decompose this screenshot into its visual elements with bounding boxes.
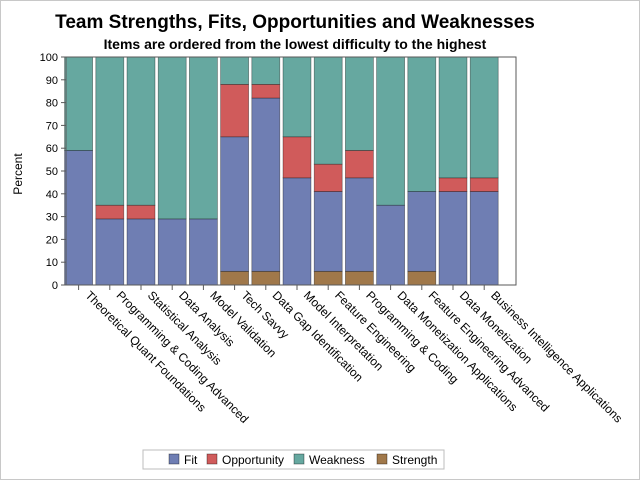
legend-box	[142, 449, 445, 470]
legend-swatch-fit	[168, 453, 180, 465]
bar-segment-strength-10	[345, 270, 374, 286]
bar-segment-fit-7	[251, 97, 281, 272]
y-tick-label: 90	[46, 75, 58, 87]
x-category-label: Feature Engineering Advanced	[426, 288, 552, 414]
bar-segment-fit-6	[220, 136, 249, 272]
bar-segment-fit-3	[126, 218, 156, 286]
bar-segment-weakness-13	[438, 56, 468, 179]
y-tick-label: 60	[46, 143, 58, 155]
bar-segment-fit-2	[95, 218, 125, 286]
y-tick-label: 0	[52, 280, 58, 292]
bar-segment-opportunity-13	[438, 177, 468, 192]
legend-label-fit: Fit	[184, 453, 198, 467]
bar-segment-weakness-6	[220, 56, 249, 85]
chart-title: Team Strengths, Fits, Opportunities and …	[55, 12, 535, 33]
y-axis-label: Percent	[11, 153, 25, 195]
bar-segment-weakness-4	[157, 56, 187, 220]
bar-segment-opportunity-8	[282, 136, 312, 179]
legend-label-strength: Strength	[392, 453, 437, 467]
bar-segment-opportunity-6	[220, 84, 249, 138]
bar-segment-fit-1	[64, 150, 93, 286]
bar-segment-weakness-1	[64, 56, 93, 151]
y-ticks: 0 10 20 30 40 50 60 70 80 90 100	[40, 52, 66, 292]
legend-swatch-opportunity	[206, 453, 218, 465]
bars-layer	[64, 56, 499, 286]
bar-segment-fit-13	[438, 191, 468, 286]
bar-segment-fit-8	[282, 177, 312, 286]
legend-swatch-weakness	[293, 453, 305, 465]
bar-segment-fit-10	[345, 177, 374, 272]
bar-segment-opportunity-7	[251, 84, 281, 99]
legend-label-weakness: Weakness	[309, 453, 365, 467]
bar-segment-weakness-5	[189, 56, 218, 220]
y-tick-label: 40	[46, 189, 58, 201]
bar-segment-weakness-10	[345, 56, 374, 151]
bar-segment-fit-12	[407, 191, 437, 272]
bar-segment-opportunity-9	[313, 163, 343, 192]
y-tick-label: 50	[46, 166, 58, 178]
bar-segment-strength-12	[407, 270, 437, 286]
bar-segment-weakness-11	[376, 56, 405, 206]
bar-segment-opportunity-10	[345, 150, 374, 179]
bar-segment-opportunity-2	[95, 204, 125, 220]
bar-segment-fit-11	[376, 204, 405, 286]
bar-segment-fit-14	[469, 191, 499, 286]
bar-segment-opportunity-14	[469, 177, 499, 192]
bar-segment-fit-9	[313, 191, 343, 272]
y-tick-label: 10	[46, 257, 58, 269]
bar-segment-strength-9	[313, 270, 343, 286]
bar-segment-fit-5	[189, 218, 218, 286]
x-category-labels: Theoretical Quant FoundationsProgramming…	[78, 285, 625, 426]
bar-segment-weakness-7	[251, 56, 281, 85]
bar-segment-weakness-2	[95, 56, 125, 206]
legend-label-opportunity: Opportunity	[222, 453, 284, 467]
legend-swatch-strength	[376, 453, 388, 465]
y-tick-label: 20	[46, 234, 58, 246]
bar-segment-weakness-14	[469, 56, 499, 179]
chart-subtitle: Items are ordered from the lowest diffic…	[104, 36, 487, 52]
bar-segment-weakness-12	[407, 56, 437, 192]
bar-segment-fit-4	[157, 218, 187, 286]
bar-segment-weakness-3	[126, 56, 156, 206]
bar-segment-strength-6	[220, 270, 249, 286]
y-tick-label: 70	[46, 120, 58, 132]
y-tick-label: 100	[40, 52, 58, 64]
bar-segment-strength-7	[251, 270, 281, 286]
y-tick-label: 80	[46, 98, 58, 110]
bar-segment-weakness-9	[313, 56, 343, 165]
legend: Fit Opportunity Weakness Strength	[142, 449, 445, 470]
bar-segment-opportunity-3	[126, 204, 156, 220]
y-tick-label: 30	[46, 212, 58, 224]
bar-segment-weakness-8	[282, 56, 312, 138]
